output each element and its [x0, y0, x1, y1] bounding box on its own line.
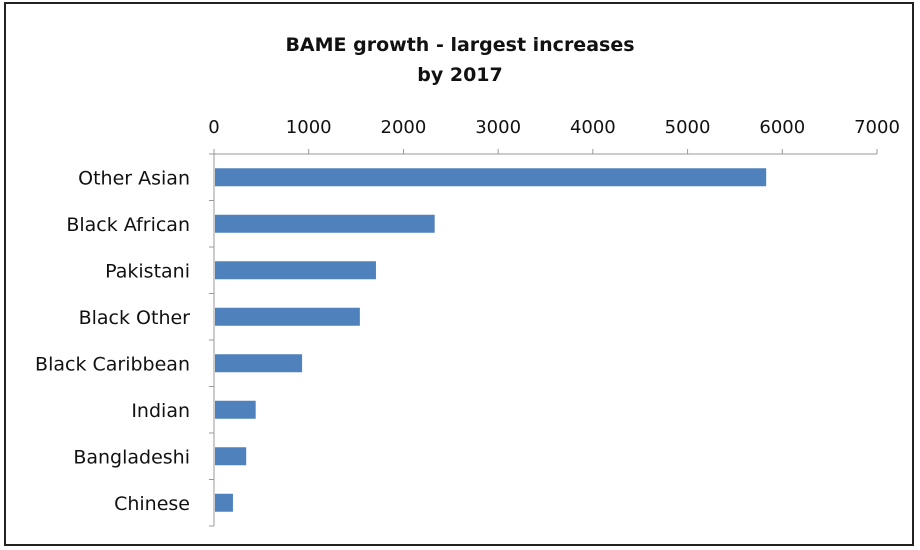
category-label: Indian — [131, 400, 190, 422]
category-label: Black Caribbean — [35, 353, 190, 375]
x-tick-label: 3000 — [475, 117, 521, 138]
x-tick-label: 2000 — [381, 117, 427, 138]
chart-title-line-1: BAME growth - largest increases — [285, 34, 635, 56]
chart-title-line-2: by 2017 — [417, 64, 503, 86]
x-tick-label: 0 — [208, 117, 219, 138]
bar — [215, 168, 767, 187]
x-tick-label: 7000 — [854, 117, 900, 138]
category-label: Bangladeshi — [73, 446, 190, 468]
category-label: Black African — [66, 214, 190, 236]
bar — [215, 307, 360, 326]
category-label: Other Asian — [78, 167, 190, 189]
x-tick-label: 6000 — [759, 117, 805, 138]
category-label: Chinese — [114, 493, 190, 515]
bar — [215, 447, 247, 466]
bar — [215, 214, 435, 233]
bar — [215, 400, 256, 419]
category-label: Pakistani — [105, 260, 190, 282]
bar — [215, 261, 376, 280]
x-tick-label: 4000 — [570, 117, 616, 138]
bar — [215, 493, 233, 512]
category-label: Black Other — [79, 307, 191, 329]
x-tick-label: 5000 — [665, 117, 711, 138]
chart-frame — [4, 2, 914, 546]
bar — [215, 354, 303, 373]
x-tick-label: 1000 — [286, 117, 332, 138]
chart-title: BAME growth - largest increases by 2017 — [0, 30, 920, 90]
